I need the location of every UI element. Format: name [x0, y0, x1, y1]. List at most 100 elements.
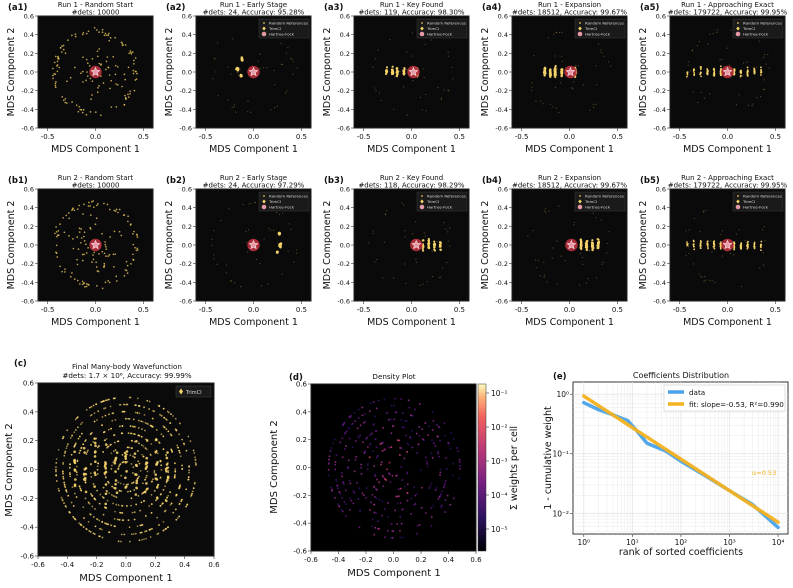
data-point — [595, 217, 597, 219]
data-point — [573, 224, 575, 226]
density-cell — [381, 500, 383, 502]
panel-subtitle: #dets: 179722, Accuracy: 99.95% — [668, 182, 788, 190]
legend-label: Random References — [269, 21, 308, 26]
data-point — [177, 446, 179, 449]
data-point — [72, 505, 75, 507]
data-point — [164, 509, 167, 512]
legend-box — [258, 18, 310, 39]
density-cell — [414, 503, 417, 505]
density-cell — [341, 497, 343, 499]
data-point — [94, 444, 97, 448]
data-point — [554, 55, 556, 57]
colorbar-tick-label: 10⁻² — [491, 423, 508, 432]
density-cell — [404, 419, 407, 422]
data-point — [105, 68, 107, 71]
legend-label: TrimCI — [742, 199, 755, 204]
data-point — [746, 243, 749, 246]
hartree-fock-star-icon — [411, 239, 422, 250]
data-point — [125, 269, 128, 272]
data-point — [61, 470, 64, 473]
data-point — [112, 253, 115, 256]
data-point — [438, 276, 440, 279]
y-tick-label: 0.2 — [24, 50, 34, 58]
data-point — [151, 417, 154, 420]
density-cell — [439, 471, 442, 474]
density-cell — [401, 479, 404, 481]
y-tick-label: 0.0 — [296, 464, 307, 472]
y-tick-label: 0.6 — [24, 186, 34, 194]
data-point — [67, 494, 70, 497]
data-point — [250, 111, 252, 114]
data-point — [104, 241, 106, 243]
density-cell — [449, 447, 452, 450]
data-point — [62, 462, 65, 464]
data-point — [125, 450, 129, 453]
data-point — [157, 484, 159, 486]
data-point — [227, 66, 229, 68]
data-point — [213, 58, 215, 60]
data-point — [56, 235, 58, 238]
data-point — [296, 249, 298, 251]
data-point — [556, 68, 559, 70]
data-point — [91, 261, 93, 263]
data-point — [280, 42, 282, 44]
data-point — [273, 107, 276, 109]
density-cell — [347, 427, 350, 430]
data-point — [411, 32, 414, 34]
data-point — [703, 211, 705, 213]
data-point — [139, 524, 142, 527]
data-point — [174, 462, 176, 465]
data-point — [165, 463, 169, 466]
data-point — [433, 246, 436, 249]
data-point — [685, 230, 687, 232]
density-cell — [447, 441, 450, 444]
legend-label: Hartree-Fock — [427, 205, 453, 210]
data-point — [254, 202, 256, 204]
data-point — [118, 518, 121, 521]
data-point — [91, 94, 93, 96]
panel-tag: (b5) — [640, 176, 660, 186]
scatter-points — [54, 200, 139, 290]
data-point — [105, 248, 108, 251]
data-point — [588, 249, 590, 251]
axis-ticks: -0.5 0.0 0.5-0.6-0.4-0.20.00.20.40.6 — [337, 186, 465, 315]
data-point — [281, 273, 283, 275]
data-point — [114, 482, 117, 486]
data-point — [130, 447, 133, 449]
data-point — [68, 510, 71, 513]
y-tick-label: 0.0 — [656, 242, 666, 250]
data-point — [165, 481, 168, 484]
data-point — [236, 71, 239, 74]
data-point — [96, 473, 99, 475]
legend-box — [574, 191, 626, 212]
data-point — [743, 62, 745, 64]
data-point — [73, 492, 76, 495]
data-point — [711, 251, 713, 253]
data-point — [240, 57, 244, 61]
data-point — [103, 262, 106, 265]
density-cell — [410, 497, 412, 500]
legend-label: Random References — [585, 21, 624, 26]
data-point — [114, 419, 117, 421]
data-point — [112, 55, 115, 58]
data-point — [138, 419, 140, 422]
data-point — [170, 413, 172, 416]
data-point — [101, 521, 104, 523]
data-point — [150, 511, 153, 514]
data-point — [135, 503, 138, 506]
density-cell — [393, 418, 396, 421]
data-point — [240, 74, 243, 78]
data-point — [124, 269, 127, 271]
legend-box — [258, 191, 310, 212]
density-cell — [332, 442, 334, 445]
data-point — [372, 66, 374, 68]
data-point — [154, 473, 158, 476]
density-cell — [436, 435, 439, 437]
data-point — [121, 44, 124, 47]
data-point — [174, 470, 177, 473]
data-point — [133, 433, 136, 435]
data-point — [554, 64, 557, 68]
data-point — [687, 246, 690, 248]
data-point — [78, 204, 81, 207]
